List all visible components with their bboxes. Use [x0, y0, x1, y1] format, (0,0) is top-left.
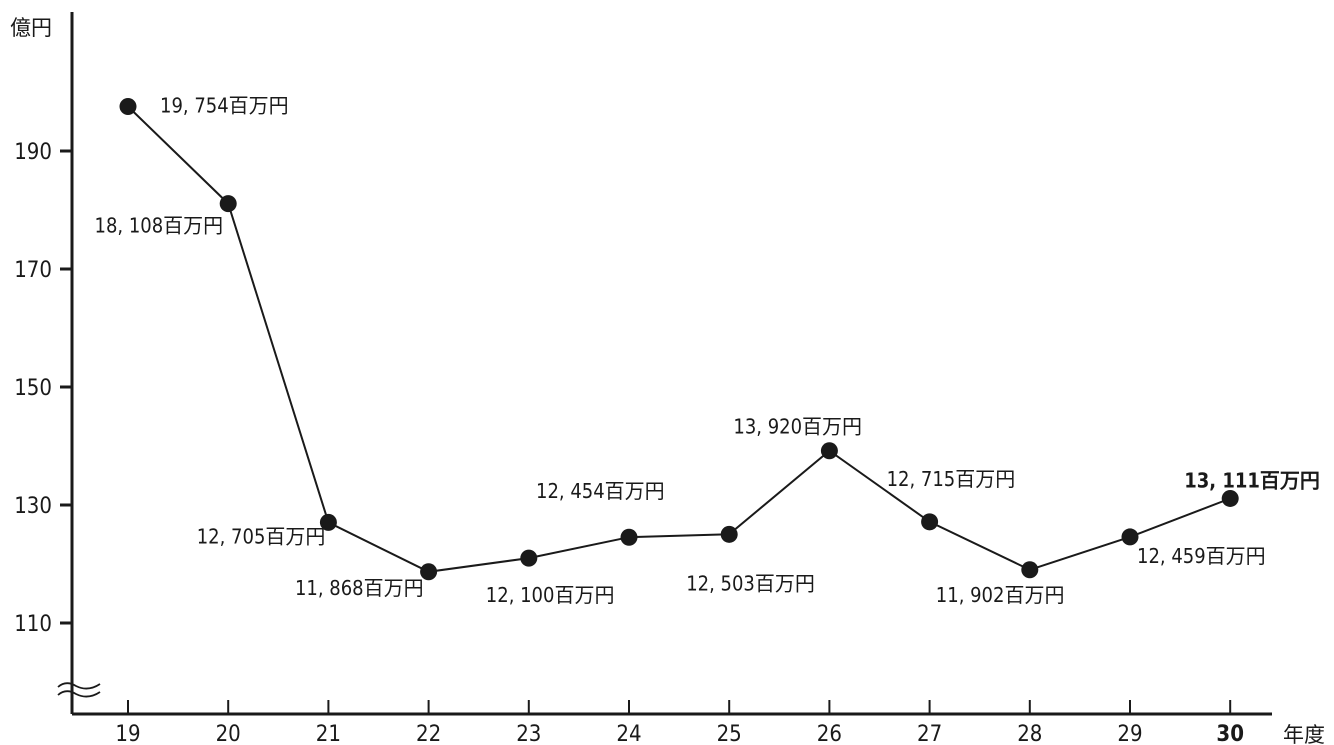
- data-label: 13, 920百万円: [733, 415, 862, 439]
- y-tick-label: 170: [14, 258, 52, 283]
- x-axis-unit-label: 年度: [1283, 723, 1325, 745]
- data-point: [319, 513, 337, 531]
- data-point: [119, 98, 137, 116]
- data-label: 18, 108百万円: [95, 214, 224, 238]
- data-label: 12, 459百万円: [1137, 544, 1266, 568]
- x-tick-label: 26: [817, 722, 842, 745]
- data-point: [921, 513, 939, 531]
- x-tick-label: 24: [616, 722, 641, 745]
- data-label: 12, 100百万円: [486, 583, 615, 607]
- data-label: 12, 454百万円: [536, 479, 665, 503]
- y-tick-label: 190: [14, 140, 52, 165]
- x-tick-label: 30: [1216, 722, 1244, 745]
- data-point: [219, 195, 237, 213]
- data-point: [720, 525, 738, 543]
- data-point: [820, 442, 838, 460]
- data-point: [1121, 528, 1139, 546]
- data-point: [520, 549, 538, 567]
- data-label: 19, 754百万円: [160, 94, 289, 118]
- data-point: [620, 528, 638, 546]
- data-label: 12, 715百万円: [887, 467, 1016, 491]
- series-line: [127, 105, 1231, 573]
- y-tick-label: 110: [14, 612, 52, 637]
- data-point: [420, 563, 438, 581]
- y-axis-unit-label: 億円: [10, 16, 52, 40]
- axis-break-mark: [57, 682, 101, 698]
- y-tick-label: 150: [14, 376, 52, 401]
- data-point: [1021, 561, 1039, 579]
- data-label: 11, 868百万円: [295, 576, 424, 600]
- x-tick-label: 28: [1017, 722, 1042, 745]
- data-label: 11, 902百万円: [936, 583, 1065, 607]
- x-tick-label: 22: [416, 722, 441, 745]
- x-tick-label: 23: [516, 722, 541, 745]
- data-label: 12, 705百万円: [197, 524, 326, 548]
- x-tick-label: 19: [115, 722, 140, 745]
- x-tick-label: 20: [216, 722, 241, 745]
- data-label: 12, 503百万円: [686, 571, 815, 595]
- x-tick-label: 21: [316, 722, 341, 745]
- data-point: [1221, 489, 1239, 507]
- x-tick-label: 29: [1117, 722, 1142, 745]
- y-tick-label: 130: [14, 494, 52, 519]
- x-tick-label: 27: [917, 722, 942, 745]
- data-label: 13, 111百万円: [1184, 468, 1320, 492]
- x-tick-label: 25: [717, 722, 742, 745]
